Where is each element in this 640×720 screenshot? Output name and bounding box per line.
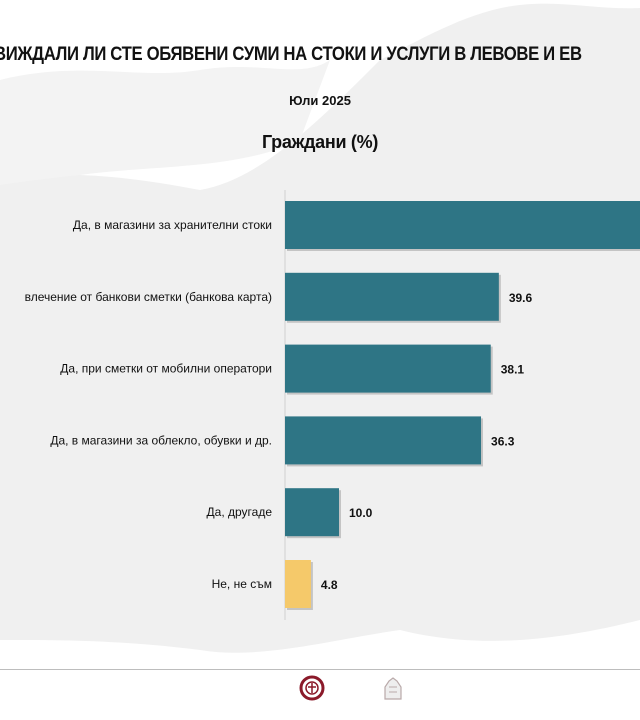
bar <box>285 488 339 537</box>
data-label: 39.6 <box>509 291 533 305</box>
data-label: 36.3 <box>491 434 515 448</box>
category-label: Да, в магазини за хранителни стоки <box>73 218 272 232</box>
bar <box>285 272 499 321</box>
bar <box>285 344 491 393</box>
data-label: 4.8 <box>321 578 338 592</box>
data-label: 10.0 <box>349 506 373 520</box>
category-label: Да, другаде <box>207 505 273 519</box>
chart-title: ВИЖДАЛИ ЛИ СТЕ ОБЯВЕНИ СУМИ НА СТОКИ И У… <box>0 44 582 65</box>
chart-subtitle: Юли 2025 <box>289 93 351 108</box>
category-label: Да, в магазини за облекло, обувки и др. <box>50 433 272 447</box>
category-label: Да, при сметки от мобилни оператори <box>60 362 272 376</box>
footer-divider <box>0 669 640 670</box>
category-label: Не, не съм <box>212 577 272 591</box>
bar <box>285 201 640 249</box>
bar <box>285 416 482 465</box>
ministry-of-finance-logo <box>282 675 342 702</box>
data-label: 38.1 <box>501 363 525 377</box>
group-label: Граждани (%) <box>261 132 379 152</box>
bar <box>285 560 311 608</box>
category-label: влечение от банкови сметки (банкова карт… <box>25 290 272 304</box>
bnb-logo <box>368 675 418 704</box>
